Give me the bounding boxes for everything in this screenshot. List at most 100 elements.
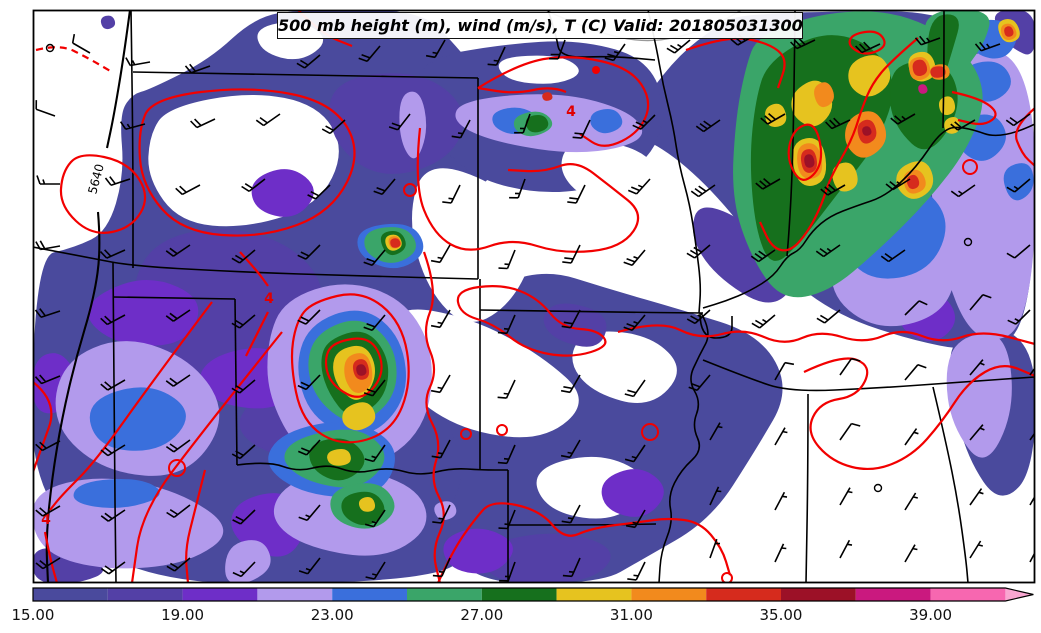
red-contour-ring [496,424,508,436]
fill-region [342,402,376,431]
fill-region [938,96,956,115]
colorbar-tick-label: 27.00 [460,606,503,624]
red-contour [759,37,919,252]
wind-barb [1006,178,1031,193]
wind-barb [432,504,451,524]
colorbar-tick-label: 31.00 [610,606,653,624]
wind-barb [166,557,191,572]
wind-barb [365,561,386,580]
red-contour-ring [721,572,733,583]
wind-barb [125,57,151,67]
fill-region [804,154,815,168]
wind-barb [1029,494,1035,506]
wind-barb [686,244,711,259]
wind-barb [297,374,321,391]
red-contour-ring [403,183,417,197]
wind-barb [627,178,651,195]
wind-barb [165,309,191,322]
fill-region [848,55,891,97]
red-contour [49,301,213,511]
fill-region [358,496,376,512]
fill-region [498,55,579,84]
colorbar-segment [257,588,333,601]
wind-barb [175,184,201,196]
red-contour [422,251,445,583]
wind-barb [35,100,56,117]
wind-barb [255,113,281,127]
colorbar-outline [32,587,1034,602]
fill-region [356,364,367,376]
wind-barb [298,504,321,522]
red-contour [245,311,269,357]
wind-barb [100,314,126,326]
colorbar-segment [481,588,557,601]
colorbar-segment [332,588,407,601]
wind-barb [190,118,216,129]
wind-barb [855,41,881,54]
red-contour-label: 4 [566,104,576,120]
wind-barb [969,293,992,311]
wind-barb [950,184,976,198]
fill-region [601,469,664,517]
wind-barb [904,492,918,511]
state-border [234,298,238,466]
state-border [130,10,134,268]
wind-barb [709,486,722,506]
wind-barb [100,509,126,522]
wind-barb [364,509,386,528]
wind-barb [815,244,841,258]
calm-wind-circle [963,237,973,247]
red-contour-ring [641,423,659,441]
fill-region [100,15,116,30]
calm-wind-circle [873,483,883,493]
wind-barb [690,184,716,198]
state-border [112,296,236,300]
red-contour-label: 4 [264,291,274,307]
wind-barb [297,244,321,260]
wind-barb [1029,431,1035,441]
height-contour-line [45,211,101,583]
wind-barb [627,561,646,581]
wind-barb [904,363,927,381]
wind-barb [839,539,853,559]
wind-barb [35,557,61,570]
red-contour [1015,107,1035,167]
wind-barb [623,314,646,332]
wind-barb [562,244,581,264]
wind-barb [100,379,126,391]
wind-barb [950,119,976,131]
wind-barb [666,39,691,54]
fill-region [912,59,928,77]
wind-barbs [34,33,1035,582]
wind-barb [1029,550,1035,563]
wind-barb [497,379,516,399]
red-contour [848,30,886,55]
wind-barb [816,309,841,324]
red-dot [592,66,600,74]
colorbar-segment [930,588,1006,601]
wind-barb [572,119,591,139]
wind-barb [71,33,91,54]
wind-barb [1006,244,1031,259]
wind-barb [904,300,928,316]
state-border [702,123,1035,309]
wind-barb [432,557,451,578]
red-contour-ring [962,159,978,175]
state-border [786,10,796,257]
state-border [932,386,969,583]
wind-barb [35,240,61,251]
wind-barb [487,46,506,66]
wind-barb [231,314,256,329]
state-border [702,359,1035,392]
wind-barb [904,428,919,446]
colorbar-segment [706,588,781,601]
wind-barb [839,487,853,506]
wind-barb [914,35,941,46]
wind-barb [632,114,656,130]
red-contour [787,123,823,181]
wind-barb [885,178,911,191]
map-title: 500 mb height (m), wind (m/s), T (C) Val… [277,12,803,39]
wind-barb [567,184,586,204]
fill-region [918,84,928,94]
fill-regions [33,10,1035,583]
